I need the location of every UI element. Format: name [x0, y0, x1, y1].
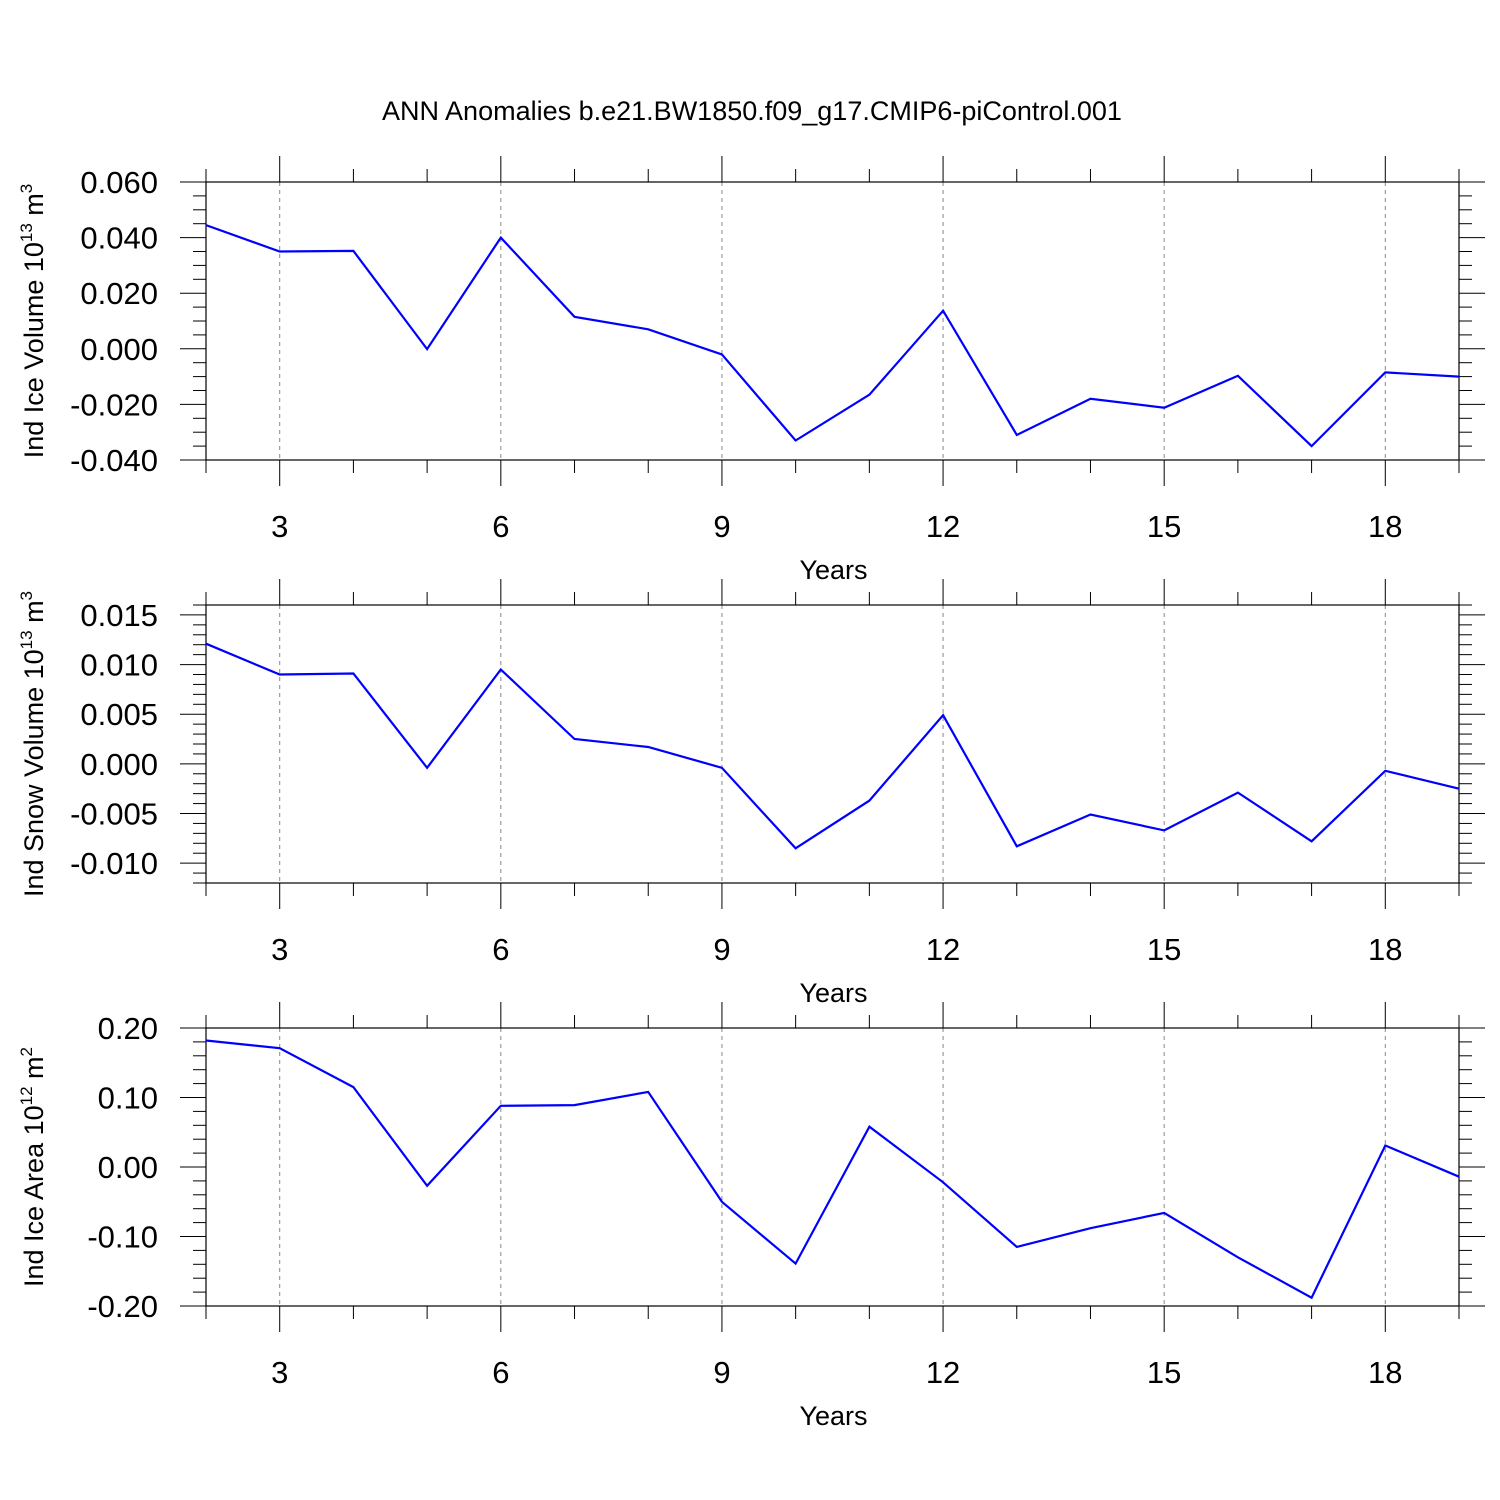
y-tick-label: -0.20 — [87, 1289, 158, 1324]
y-tick-label: 0.000 — [80, 747, 158, 782]
y-tick-label: -0.040 — [70, 443, 158, 478]
series-line — [205, 642, 1460, 850]
y-tick-label: 0.040 — [80, 221, 158, 256]
x-tick-label: 18 — [1368, 932, 1402, 967]
y-axis-title: Ind Ice Volume 1013 m3 — [17, 184, 49, 459]
x-tick-label: 6 — [492, 509, 509, 544]
y-tick-label: 0.20 — [98, 1011, 158, 1046]
x-tick-label: 3 — [271, 509, 288, 544]
x-axis-title: Years — [799, 978, 867, 1008]
y-tick-label: 0.10 — [98, 1081, 158, 1116]
x-tick-label: 3 — [271, 1355, 288, 1390]
x-tick-label: 3 — [271, 932, 288, 967]
y-tick-label: -0.10 — [87, 1220, 158, 1255]
panel-2: -0.010 -0.005 0.000 0.005 0.010 0.015 3 6 9 12 15 1… — [17, 579, 1485, 1008]
x-tick-label: 15 — [1147, 509, 1181, 544]
x-tick-label: 12 — [926, 932, 960, 967]
y-tick-label: -0.020 — [70, 387, 158, 422]
x-tick-label: 12 — [926, 509, 960, 544]
x-tick-label: 15 — [1147, 1355, 1181, 1390]
series-line — [205, 1039, 1460, 1300]
plot-frame — [205, 604, 1460, 884]
y-tick-label: 0.020 — [80, 276, 158, 311]
x-axis-title: Years — [799, 555, 867, 585]
y-axis-title: Ind Snow Volume 1013 m3 — [17, 591, 49, 897]
figure-title: ANN Anomalies b.e21.BW1850.f09_g17.CMIP6… — [382, 96, 1122, 126]
y-tick-label: 0.000 — [80, 332, 158, 367]
x-tick-label: 9 — [713, 509, 730, 544]
x-tick-label: 6 — [492, 932, 509, 967]
y-tick-label: 0.015 — [80, 598, 158, 633]
x-tick-label: 6 — [492, 1355, 509, 1390]
y-tick-label: 0.060 — [80, 165, 158, 200]
x-axis-title: Years — [799, 1401, 867, 1431]
y-tick-label: 0.010 — [80, 648, 158, 683]
y-axis-title: Ind Ice Area 1012 m2 — [17, 1047, 49, 1287]
plot-frame — [205, 1027, 1460, 1307]
y-tick-label: -0.005 — [70, 797, 158, 832]
x-tick-label: 9 — [713, 932, 730, 967]
x-tick-label: 18 — [1368, 509, 1402, 544]
x-tick-label: 12 — [926, 1355, 960, 1390]
x-tick-label: 15 — [1147, 932, 1181, 967]
y-tick-label: 0.005 — [80, 697, 158, 732]
panel-3: -0.20 -0.10 0.00 0.10 0.20 3 6 9 12 15 18 Years Ind … — [17, 1002, 1485, 1431]
y-tick-label: 0.00 — [98, 1150, 158, 1185]
panel-1: -0.040 -0.020 0.000 0.020 0.040 0.060 3 6 9 12 15 1… — [17, 156, 1485, 585]
x-tick-label: 18 — [1368, 1355, 1402, 1390]
y-tick-label: -0.010 — [70, 846, 158, 881]
series-line — [205, 224, 1460, 448]
x-tick-label: 9 — [713, 1355, 730, 1390]
